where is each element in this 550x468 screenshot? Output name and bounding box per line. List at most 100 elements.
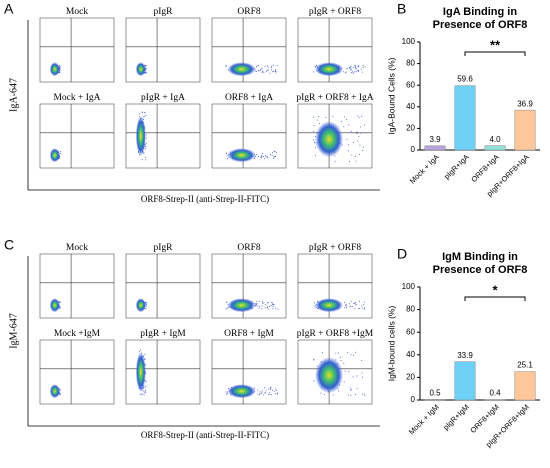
cell-dot bbox=[354, 66, 356, 68]
cell-dot bbox=[358, 308, 360, 310]
cell-dot bbox=[313, 380, 315, 382]
cell-dot bbox=[361, 305, 363, 307]
cell-cluster bbox=[135, 62, 146, 77]
cell-dot bbox=[59, 66, 61, 68]
flow-title: pIgR + ORF8 bbox=[309, 7, 362, 17]
cell-dot bbox=[274, 156, 276, 158]
cell-dot bbox=[273, 158, 275, 160]
cell-dot bbox=[352, 67, 354, 69]
cell-dot bbox=[256, 153, 258, 155]
cell-dot bbox=[141, 393, 143, 395]
cell-dot bbox=[277, 65, 279, 67]
cell-dot bbox=[274, 151, 276, 153]
cell-dot bbox=[139, 393, 141, 395]
cell-dot bbox=[225, 65, 227, 67]
cell-dot bbox=[268, 393, 270, 395]
cell-dot bbox=[345, 305, 347, 307]
cell-dot bbox=[261, 391, 263, 393]
y-tick-label: 40 bbox=[406, 102, 415, 111]
cell-dot bbox=[360, 68, 362, 70]
cell-dot bbox=[258, 64, 260, 66]
cell-dot bbox=[59, 393, 61, 395]
cell-dot bbox=[259, 392, 261, 394]
cell-dot bbox=[354, 155, 356, 157]
cell-dot bbox=[145, 68, 147, 70]
cell-dot bbox=[268, 388, 270, 390]
cell-dot bbox=[357, 115, 359, 117]
flow-plot bbox=[39, 17, 115, 83]
cell-dot bbox=[145, 148, 147, 150]
cell-dot bbox=[318, 115, 320, 117]
cell-dot bbox=[345, 305, 347, 307]
cell-dot bbox=[268, 392, 270, 394]
cell-dot bbox=[272, 308, 274, 310]
cell-dot bbox=[349, 306, 351, 308]
cell-dot bbox=[355, 160, 357, 162]
cell-dot bbox=[263, 71, 265, 73]
significance-bracket bbox=[464, 51, 526, 56]
flow-title: ORF8 + IgA bbox=[225, 93, 273, 103]
cell-dot bbox=[358, 70, 360, 72]
cell-dot bbox=[260, 69, 262, 71]
cell-dot bbox=[277, 392, 279, 394]
bar bbox=[514, 109, 536, 151]
cell-dot bbox=[261, 152, 263, 154]
cell-dot bbox=[262, 301, 264, 303]
cell-dot bbox=[354, 71, 356, 73]
panel-letter: B bbox=[397, 1, 406, 17]
cell-cluster bbox=[227, 62, 256, 77]
flow-title: pIgR + IgM bbox=[140, 329, 186, 339]
cell-dot bbox=[227, 158, 229, 160]
cell-dot bbox=[350, 67, 352, 69]
cell-dot bbox=[320, 392, 322, 394]
cell-dot bbox=[264, 65, 266, 67]
bar bbox=[424, 399, 446, 401]
panel-letter: C bbox=[4, 237, 14, 253]
cell-dot bbox=[256, 300, 258, 302]
cell-cluster bbox=[49, 62, 60, 77]
cell-cluster bbox=[49, 384, 60, 399]
flow-plot bbox=[39, 253, 115, 319]
cell-dot bbox=[348, 124, 350, 126]
cell-dot bbox=[259, 391, 261, 393]
cell-dot bbox=[313, 125, 315, 127]
cell-dot bbox=[225, 391, 227, 393]
cell-dot bbox=[145, 304, 147, 306]
flow-title: Mock + IgA bbox=[53, 93, 100, 103]
cell-dot bbox=[363, 308, 365, 310]
cell-dot bbox=[344, 370, 346, 372]
y-axis-label: IgM-647 bbox=[8, 313, 19, 349]
cell-dot bbox=[259, 305, 261, 307]
cell-dot bbox=[257, 305, 259, 307]
cell-dot bbox=[361, 359, 363, 361]
cell-dot bbox=[313, 139, 315, 141]
cell-dot bbox=[59, 153, 61, 155]
cell-dot bbox=[356, 69, 358, 71]
cell-dot bbox=[271, 389, 273, 391]
cell-dot bbox=[275, 151, 277, 153]
cell-dot bbox=[347, 352, 349, 354]
cell-dot bbox=[349, 69, 351, 71]
cell-dot bbox=[144, 389, 146, 391]
y-axis-label: IgM-bound cells (%) bbox=[386, 306, 396, 382]
cell-dot bbox=[350, 131, 352, 133]
cell-dot bbox=[141, 393, 143, 395]
cell-dot bbox=[140, 349, 142, 351]
cell-dot bbox=[272, 71, 274, 73]
cell-dot bbox=[313, 116, 315, 118]
cell-dot bbox=[314, 154, 316, 156]
value-label: 0.5 bbox=[429, 389, 441, 398]
cell-dot bbox=[361, 393, 363, 395]
chart-title: Presence of ORF8 bbox=[433, 19, 528, 31]
cell-dot bbox=[273, 156, 275, 158]
cell-dot bbox=[264, 392, 266, 394]
cell-dot bbox=[266, 306, 268, 308]
cell-dot bbox=[145, 156, 147, 158]
cell-dot bbox=[362, 66, 364, 68]
cell-dot bbox=[263, 158, 265, 160]
cell-dot bbox=[256, 303, 258, 305]
cell-dot bbox=[266, 302, 268, 304]
cell-dot bbox=[332, 116, 334, 118]
cell-dot bbox=[267, 65, 269, 67]
x-tick-label: Mock + IgA bbox=[408, 152, 441, 185]
